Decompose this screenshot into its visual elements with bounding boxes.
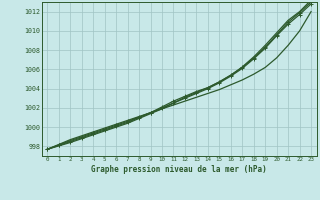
X-axis label: Graphe pression niveau de la mer (hPa): Graphe pression niveau de la mer (hPa) — [91, 165, 267, 174]
